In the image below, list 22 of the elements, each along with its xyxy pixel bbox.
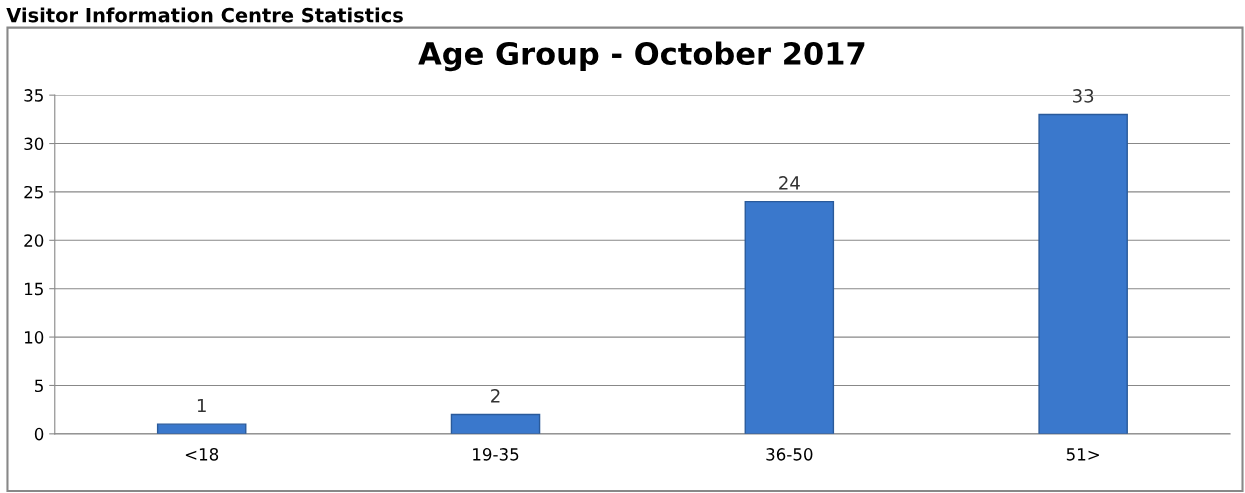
bar — [744, 200, 835, 434]
y-tick-label: 15 — [24, 282, 43, 296]
bar — [156, 423, 247, 434]
x-tick-label: 51> — [1066, 448, 1099, 461]
data-label: 33 — [1073, 89, 1094, 103]
y-tick-label: 30 — [24, 137, 44, 151]
x-tick-label: 36-50 — [766, 448, 813, 461]
bar — [1038, 113, 1128, 434]
data-label: 1 — [197, 398, 206, 413]
chart-title: Age Group - October 2017 — [418, 41, 865, 72]
y-tick-label: 25 — [24, 185, 43, 199]
x-tick-label: <18 — [185, 448, 219, 461]
x-tick-label: 19-35 — [473, 448, 519, 461]
y-tick-label: 35 — [24, 89, 43, 102]
y-tick-label: 5 — [35, 379, 43, 393]
y-tick-label: 10 — [24, 331, 44, 344]
y-tick-label: 0 — [34, 427, 44, 441]
y-tick-label: 20 — [24, 234, 44, 247]
data-label: 2 — [491, 389, 500, 403]
bar — [450, 413, 541, 434]
data-label: 24 — [779, 176, 800, 190]
text: Visitor Information Centre Statistics — [6, 7, 403, 23]
